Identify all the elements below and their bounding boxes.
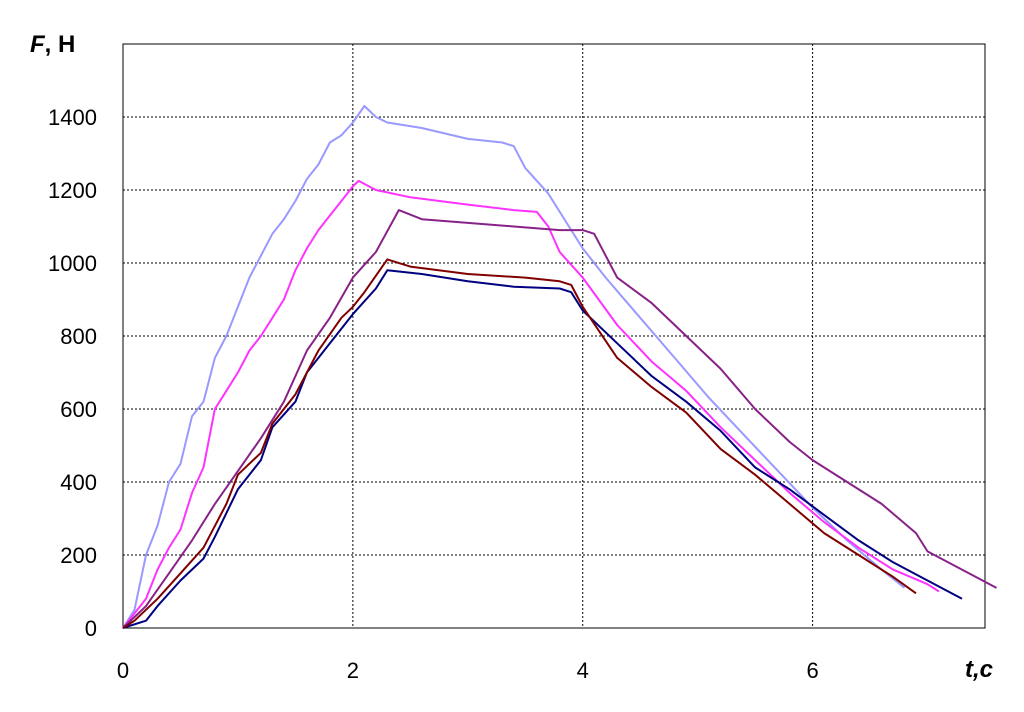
plot-area-frame <box>122 43 986 629</box>
series-line-5 <box>122 258 917 629</box>
y-tick-label: 400 <box>60 470 97 495</box>
y-tick-label: 800 <box>60 324 97 349</box>
y-tick-label: 600 <box>60 397 97 422</box>
y-tick-label: 1400 <box>48 105 97 130</box>
gridlines <box>123 44 985 628</box>
y-tick-label: 200 <box>60 543 97 568</box>
x-tick-label: 0 <box>117 658 129 683</box>
series-line-1 <box>122 105 906 629</box>
y-tick-label: 1000 <box>48 251 97 276</box>
y-tick-label: 1200 <box>48 178 97 203</box>
y-tick-labels: 0 200 400 600 800 1000 1200 1400 <box>48 105 97 641</box>
series-line-3 <box>122 209 997 629</box>
series-line-2 <box>122 179 940 629</box>
x-tick-labels: 0 2 4 6 <box>117 658 819 683</box>
x-tick-label: 6 <box>806 658 818 683</box>
y-axis-symbol: F <box>30 31 46 58</box>
y-axis-title: F, Н <box>30 31 75 58</box>
x-tick-label: 4 <box>577 658 589 683</box>
x-tick-label: 2 <box>347 658 359 683</box>
x-axis-title: t,c <box>965 656 993 683</box>
y-tick-label: 0 <box>85 616 97 641</box>
y-axis-unit: , Н <box>45 31 76 58</box>
series-line-4 <box>122 269 963 629</box>
series-lines <box>122 105 997 629</box>
